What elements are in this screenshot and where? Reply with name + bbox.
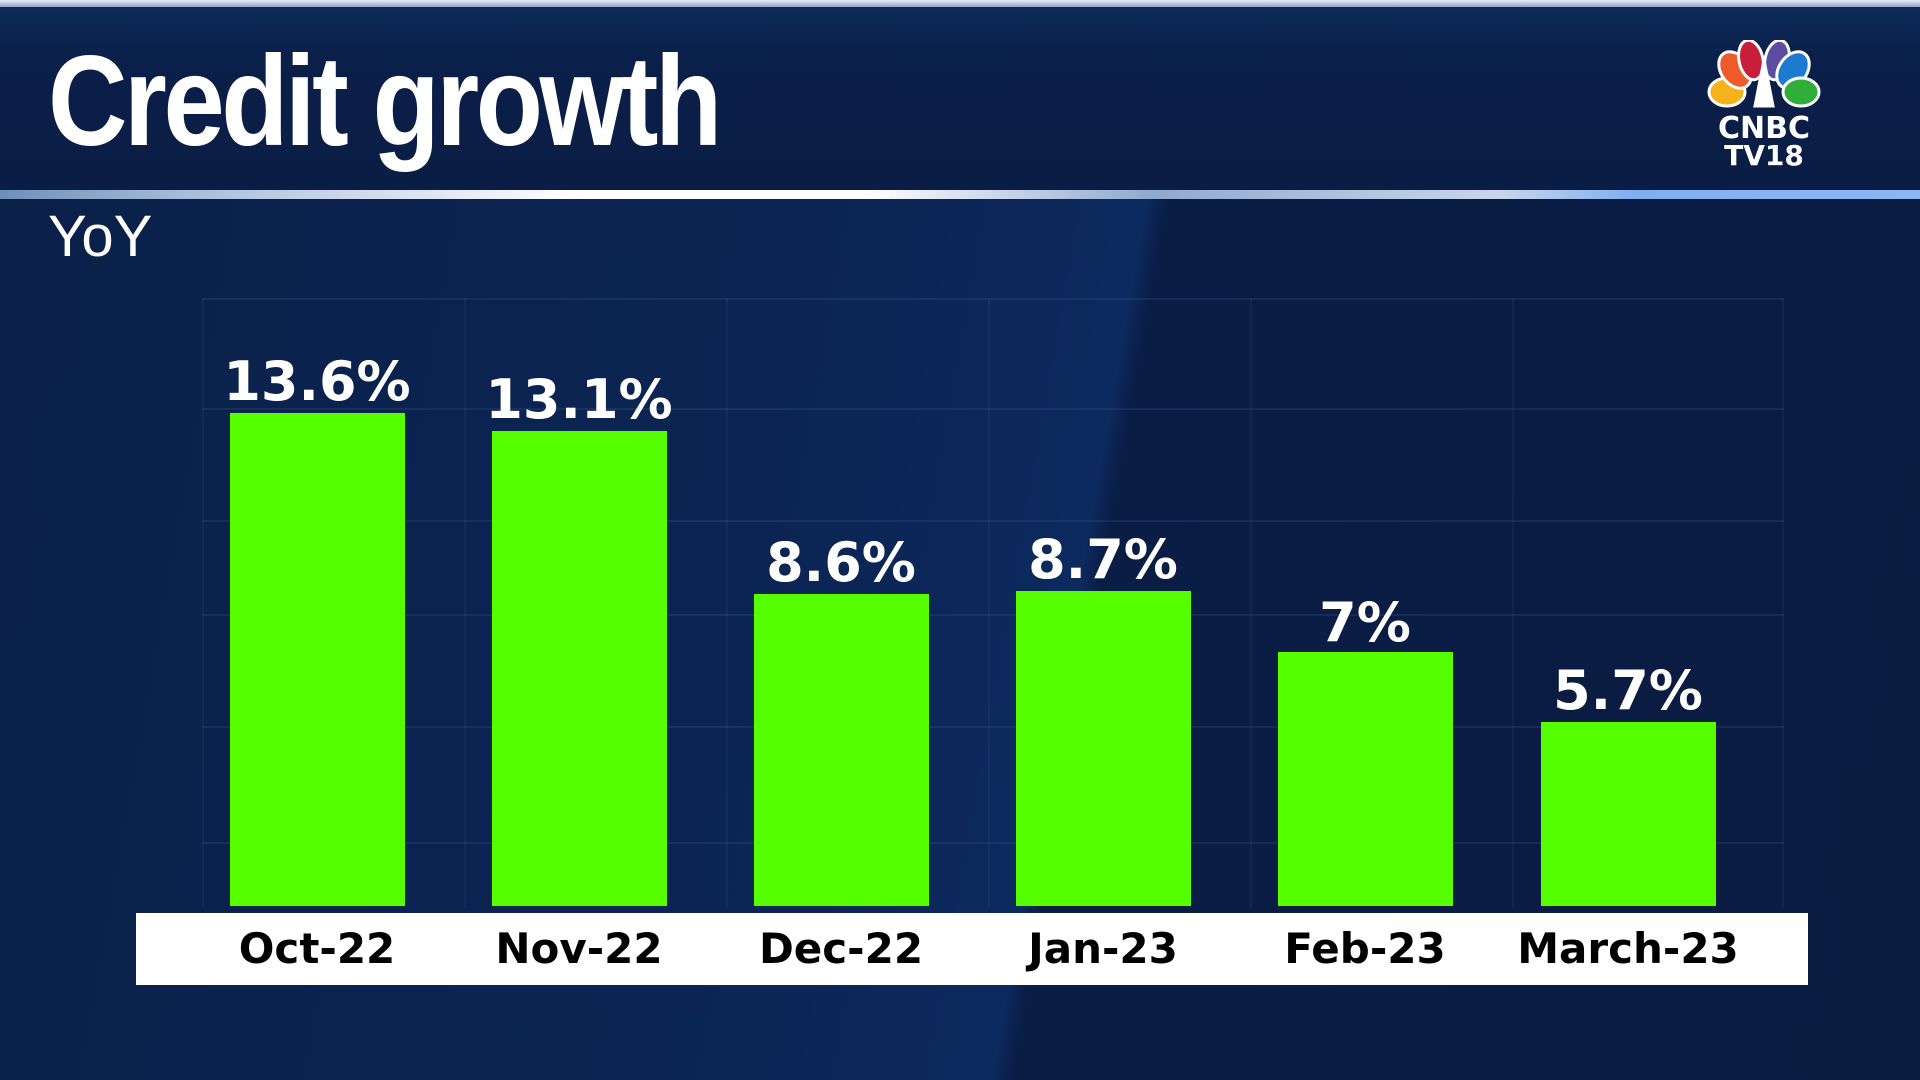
chart-gridlines [202, 298, 1784, 908]
x-axis-label: Nov-22 [495, 924, 663, 973]
bar-value-label: 8.6% [766, 531, 916, 594]
bar-dec-22 [754, 594, 929, 906]
bar-value-label: 13.6% [223, 350, 411, 413]
x-axis-band [136, 913, 1808, 985]
chart-title: Credit growth [48, 30, 722, 173]
peacock-icon [1707, 40, 1821, 108]
chart-subtitle: YoY [48, 204, 153, 269]
cnbc-tv18-logo: CNBC TV18 [1705, 40, 1823, 172]
bar-value-label: 13.1% [485, 368, 673, 431]
top-accent-line [0, 0, 1920, 7]
logo-text-cnbc: CNBC [1717, 111, 1810, 146]
header-band [0, 7, 1920, 192]
x-axis-label: Oct-22 [238, 924, 396, 973]
bar-feb-23 [1278, 652, 1453, 906]
bar-nov-22 [492, 431, 667, 906]
x-axis-label: Feb-23 [1284, 924, 1446, 973]
bar-value-label: 5.7% [1553, 659, 1703, 722]
x-axis-label: Jan-23 [1028, 924, 1178, 973]
bar-oct-22 [230, 413, 405, 906]
bar-value-label: 8.7% [1028, 528, 1178, 591]
bar-jan-23 [1016, 591, 1191, 906]
x-axis-label: March-23 [1517, 924, 1739, 973]
x-axis-label: Dec-22 [758, 924, 924, 973]
bar-march-23 [1541, 722, 1716, 906]
logo-text-tv18: TV18 [1724, 139, 1804, 172]
bar-value-label: 7% [1319, 591, 1411, 654]
header-divider [0, 190, 1920, 199]
